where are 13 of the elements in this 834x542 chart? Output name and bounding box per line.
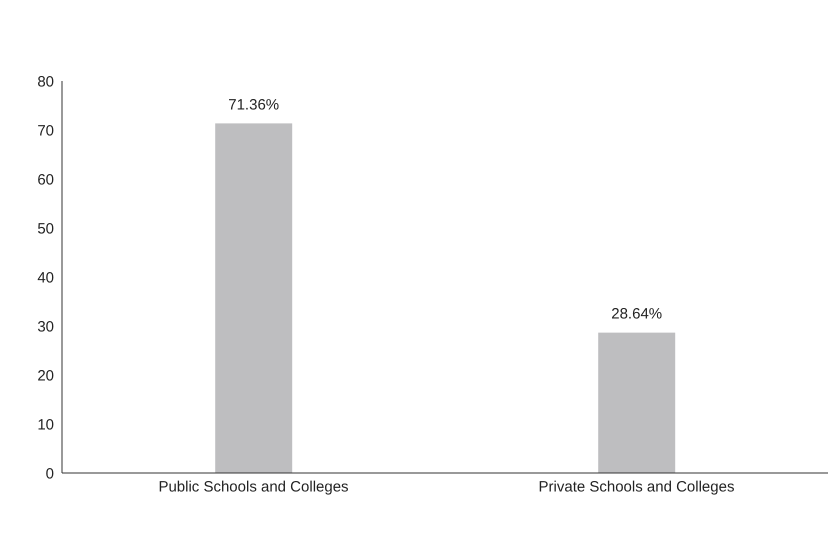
x-tick-label: Private Schools and Colleges [538, 478, 734, 496]
x-tick-label: Public Schools and Colleges [158, 478, 349, 496]
y-tick-label: 0 [46, 465, 54, 482]
y-tick-label: 10 [37, 416, 54, 434]
y-tick-label: 30 [37, 318, 54, 336]
y-tick-label: 60 [37, 171, 54, 188]
y-tick-label: 20 [37, 367, 54, 384]
data-label: 71.36% [228, 96, 280, 114]
data-label: 28.64% [611, 306, 662, 323]
y-tick-label: 40 [37, 269, 54, 286]
y-tick-label: 50 [37, 220, 54, 238]
y-tick-label: 70 [37, 122, 54, 140]
y-tick-label: 80 [37, 73, 54, 90]
